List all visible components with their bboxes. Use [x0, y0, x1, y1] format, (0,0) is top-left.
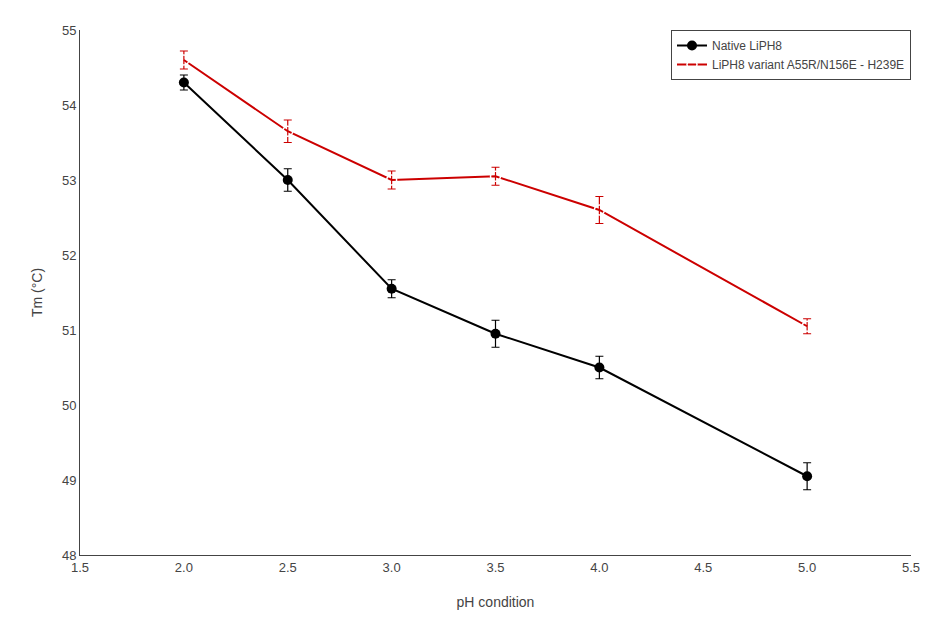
svg-text:Native LiPH8: Native LiPH8 [712, 39, 782, 53]
svg-text:2.0: 2.0 [175, 560, 193, 575]
svg-text:Tm (°C): Tm (°C) [29, 268, 45, 317]
svg-text:49: 49 [62, 473, 76, 488]
svg-text:pH condition: pH condition [457, 594, 535, 610]
svg-text:3.0: 3.0 [383, 560, 401, 575]
svg-text:5.5: 5.5 [902, 560, 920, 575]
svg-text:51: 51 [62, 323, 76, 338]
svg-text:55: 55 [62, 23, 76, 38]
svg-text:52: 52 [62, 248, 76, 263]
svg-text:48: 48 [62, 548, 76, 563]
svg-text:4.0: 4.0 [590, 560, 608, 575]
svg-text:LiPH8 variant A55R/N156E - H23: LiPH8 variant A55R/N156E - H239E [712, 58, 904, 72]
svg-text:4.5: 4.5 [694, 560, 712, 575]
svg-text:54: 54 [62, 98, 76, 113]
svg-text:3.5: 3.5 [486, 560, 504, 575]
svg-text:5.0: 5.0 [798, 560, 816, 575]
svg-text:2.5: 2.5 [279, 560, 297, 575]
svg-text:53: 53 [62, 173, 76, 188]
svg-text:50: 50 [62, 398, 76, 413]
svg-text:1.5: 1.5 [71, 560, 89, 575]
